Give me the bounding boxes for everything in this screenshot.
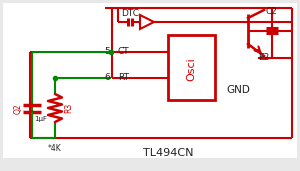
Text: DTC: DTC: [121, 10, 139, 18]
Text: 1µF: 1µF: [34, 116, 47, 122]
Bar: [168, 35, 215, 100]
Text: Q2: Q2: [14, 103, 22, 114]
Text: TL494CN: TL494CN: [143, 148, 193, 158]
Text: 6: 6: [104, 74, 110, 82]
Text: *4K: *4K: [48, 144, 62, 153]
Text: Osci: Osci: [187, 58, 196, 81]
Text: R3: R3: [64, 103, 73, 113]
Text: CT: CT: [118, 48, 130, 56]
Text: 5: 5: [104, 48, 110, 56]
Text: E2: E2: [258, 54, 269, 62]
Text: C2: C2: [265, 8, 277, 16]
Text: RT: RT: [118, 74, 129, 82]
Text: GND: GND: [226, 85, 250, 95]
